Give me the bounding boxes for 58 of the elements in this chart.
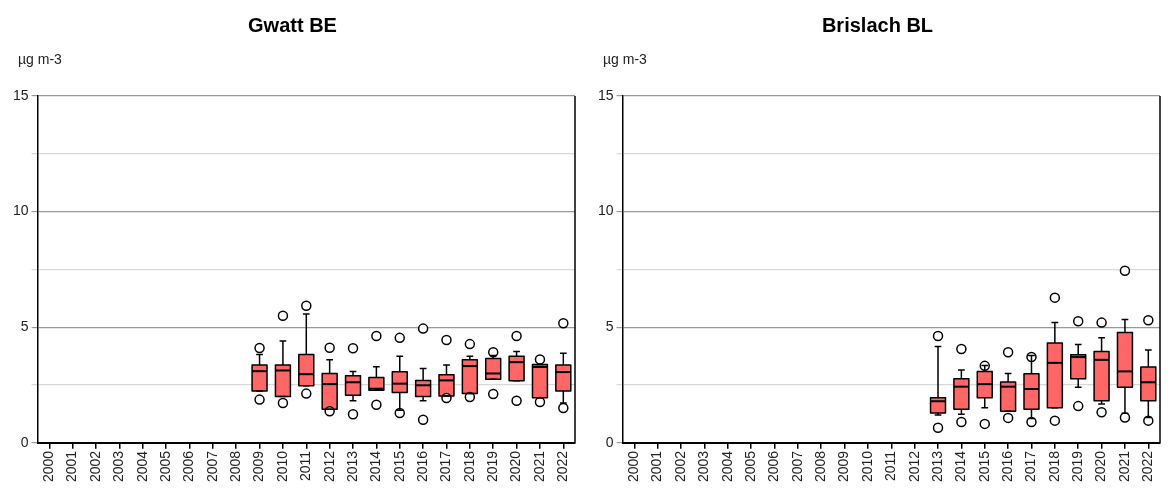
x-tick-label: 2015 — [975, 450, 992, 483]
x-tick-label: 2021 — [530, 450, 547, 483]
x-tick-label: 2016 — [413, 450, 430, 483]
x-tick-label: 2015 — [390, 450, 407, 483]
x-tick-label: 2010 — [273, 450, 290, 483]
x-tick-label: 2002 — [86, 450, 103, 483]
x-tick-label: 2016 — [998, 450, 1015, 483]
x-tick-label: 2001 — [63, 450, 80, 483]
x-tick-label: 2014 — [367, 450, 384, 483]
x-tick-label: 2022 — [1139, 450, 1156, 483]
x-tick-label: 2006 — [765, 450, 782, 483]
x-tick-label: 2005 — [156, 450, 173, 483]
x-tick-label: 2000 — [40, 450, 57, 483]
x-tick-label: 2018 — [1045, 450, 1062, 483]
x-tick-label: 2008 — [227, 450, 244, 483]
y-tick-label: 15 — [597, 86, 614, 103]
x-tick-label: 2012 — [905, 450, 922, 483]
x-tick-label: 2002 — [671, 450, 688, 483]
x-tick-label: 2004 — [718, 450, 735, 483]
x-tick-label: 2018 — [460, 450, 477, 483]
x-tick-label: 2013 — [928, 450, 945, 483]
x-tick-label: 2019 — [1069, 450, 1086, 483]
x-tick-label: 2001 — [648, 450, 665, 483]
x-tick-label: 2009 — [250, 450, 267, 483]
chart-title: Gwatt BE — [248, 13, 337, 36]
x-tick-label: 2010 — [858, 450, 875, 483]
x-tick-label: 2022 — [554, 450, 571, 483]
y-axis-title: µg m-3 — [18, 50, 63, 67]
y-tick-label: 0 — [20, 433, 29, 450]
x-tick-label: 2019 — [484, 450, 501, 483]
x-tick-label: 2007 — [788, 450, 805, 483]
x-tick-label: 2000 — [625, 450, 642, 483]
x-tick-label: 2013 — [343, 450, 360, 483]
x-tick-label: 2014 — [952, 450, 969, 483]
chart-title: Brislach BL — [821, 13, 934, 36]
x-tick-label: 2020 — [1092, 450, 1109, 483]
y-tick-label: 15 — [12, 86, 29, 103]
x-tick-label: 2017 — [437, 450, 454, 483]
x-tick-label: 2007 — [203, 450, 220, 483]
x-tick-label: 2017 — [1022, 450, 1039, 483]
y-tick-label: 10 — [12, 202, 29, 219]
y-axis-title: µg m-3 — [603, 50, 648, 67]
x-tick-label: 2021 — [1115, 450, 1132, 483]
x-tick-label: 2011 — [882, 450, 899, 481]
x-tick-label: 2011 — [297, 450, 314, 481]
x-tick-label: 2006 — [180, 450, 197, 483]
x-tick-label: 2003 — [695, 450, 712, 483]
x-tick-label: 2020 — [507, 450, 524, 483]
x-tick-label: 2004 — [133, 450, 150, 483]
x-tick-label: 2009 — [835, 450, 852, 483]
y-tick-label: 5 — [605, 318, 614, 335]
x-tick-label: 2005 — [741, 450, 758, 483]
x-tick-label: 2008 — [812, 450, 829, 483]
y-tick-label: 10 — [597, 202, 614, 219]
x-tick-label: 2003 — [110, 450, 127, 483]
x-tick-label: 2012 — [320, 450, 337, 483]
y-tick-label: 5 — [20, 318, 29, 335]
y-tick-label: 0 — [605, 433, 614, 450]
